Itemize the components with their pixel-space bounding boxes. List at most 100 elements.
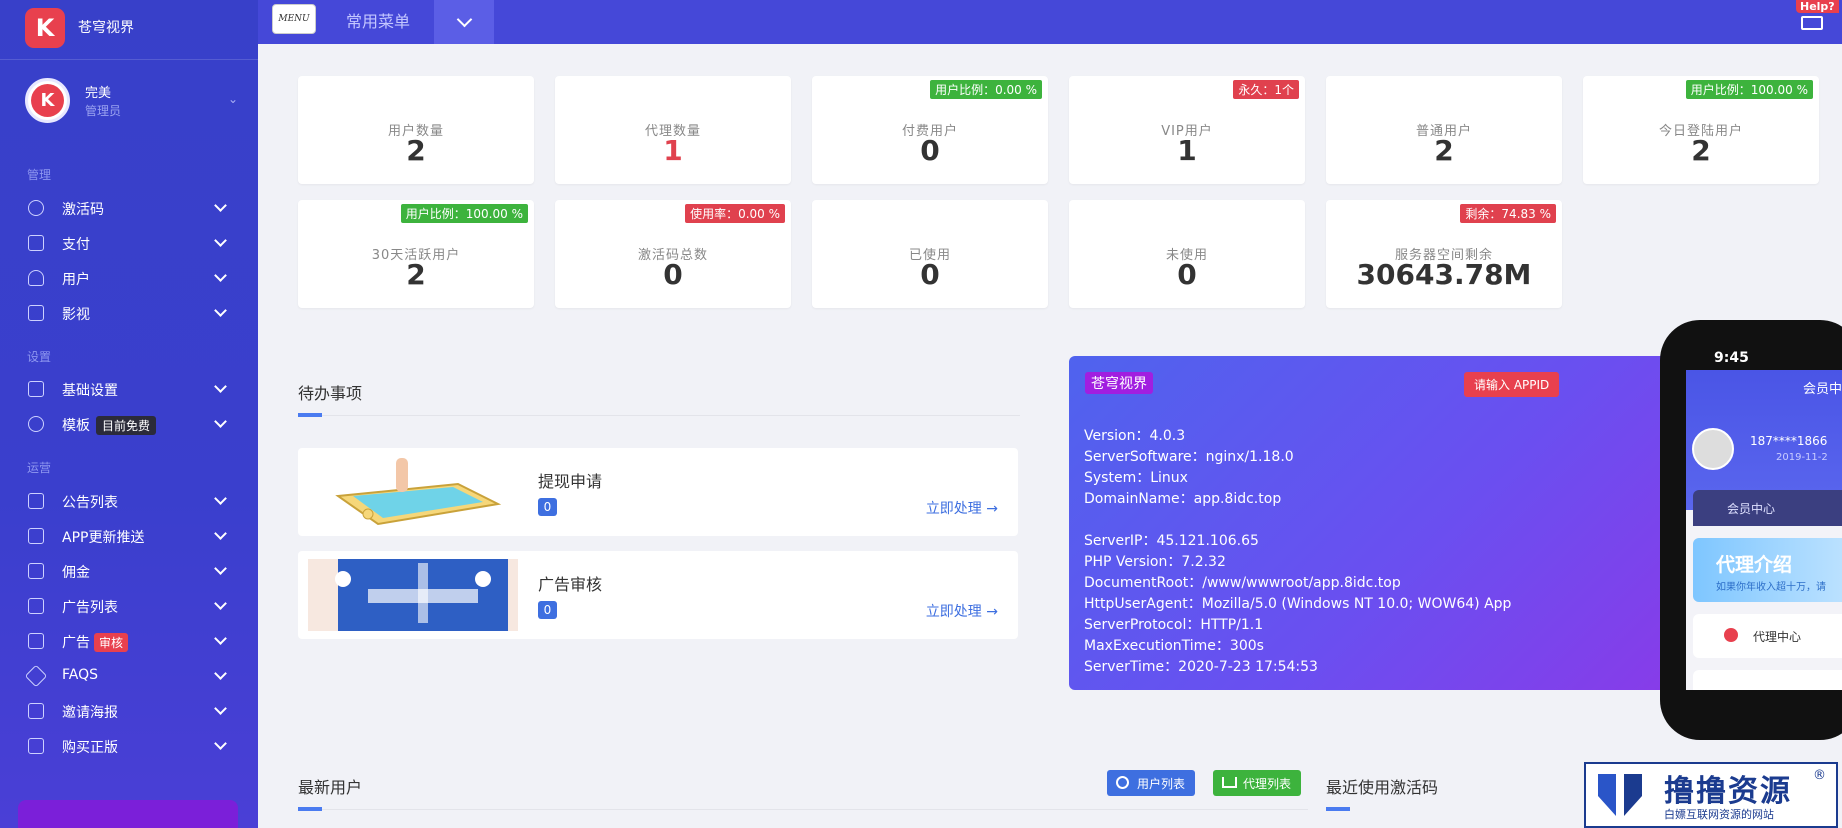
- sidebar-item-label: 模板: [62, 418, 90, 434]
- process-now-link[interactable]: 立即处理 →: [925, 604, 998, 620]
- common-menu-label[interactable]: 常用菜单: [346, 12, 411, 31]
- server-protocol: ServerProtocol：HTTP/1.1: [1084, 617, 1264, 633]
- server-document-root: DocumentRoot：/www/wwwroot/app.8idc.top: [1084, 575, 1401, 591]
- agent-list-button[interactable]: 代理列表: [1213, 770, 1302, 796]
- chevron-down-icon: [214, 199, 227, 212]
- sidebar-item-ad-list[interactable]: 广告列表: [0, 591, 258, 621]
- server-max-exec-time: MaxExecutionTime：300s: [1084, 638, 1264, 654]
- stat-label: 代理数量: [644, 124, 701, 139]
- agent-icon: [1724, 628, 1738, 642]
- sidebar-item-templates[interactable]: 模板 目前免费: [0, 409, 258, 439]
- sidebar-item-movies[interactable]: 影视: [0, 298, 258, 328]
- app-logo[interactable]: K: [25, 8, 65, 48]
- alarm-icon: [28, 633, 44, 649]
- enter-appid-button[interactable]: 请输入 APPID: [1464, 372, 1560, 397]
- stat-card-today-login: 用户比例：100.00 % 今日登陆用户 2: [1583, 76, 1819, 184]
- stat-value: 2: [406, 258, 426, 291]
- chevron-down-icon: [214, 380, 227, 393]
- sidebar-item-basic-settings[interactable]: 基础设置: [0, 374, 258, 404]
- stat-badge: 使用率：0.00 %: [685, 204, 785, 223]
- server-time: ServerTime：2020-7-23 17:54:53: [1084, 659, 1318, 675]
- section-ops: 运营: [27, 461, 52, 475]
- sidebar-item-label: APP更新推送: [62, 530, 145, 546]
- user-list-label: 用户列表: [1137, 777, 1186, 791]
- section-manage: 管理: [27, 168, 52, 182]
- chevron-down-icon: [214, 492, 227, 505]
- sidebar-item-invite-poster[interactable]: 邀请海报: [0, 696, 258, 726]
- ad-review-illustration: [308, 559, 518, 631]
- watermark-registered: ®: [1813, 768, 1826, 783]
- user-name: 完美: [85, 86, 112, 101]
- stat-card-normal-users: 普通用户 2: [1326, 76, 1562, 184]
- recent-codes-title: 最近使用激活码: [1326, 778, 1439, 797]
- sidebar-item-label: 购买正版: [62, 740, 118, 756]
- agent-list-label: 代理列表: [1243, 777, 1292, 791]
- process-now-link[interactable]: 立即处理 →: [925, 501, 998, 517]
- chevron-down-icon: [214, 234, 227, 247]
- chevron-down-icon: [214, 632, 227, 645]
- stat-card-vip-users: 永久：1个 VIP用户 1: [1069, 76, 1305, 184]
- latest-users-divider: [298, 809, 1308, 810]
- server-system: System：Linux: [1084, 470, 1188, 486]
- stat-label: 用户数量: [387, 124, 444, 139]
- chevron-down-icon: [456, 11, 472, 27]
- withdraw-illustration: [335, 458, 502, 526]
- stat-label: 服务器空间剩余: [1394, 248, 1493, 263]
- phone-agent-title: 代理介绍: [1716, 554, 1793, 576]
- sidebar-item-users[interactable]: 用户: [0, 263, 258, 293]
- phone-row: [1693, 670, 1842, 690]
- menu-icon[interactable]: MENU: [272, 4, 316, 34]
- stat-badge: 用户比例：100.00 %: [400, 204, 528, 223]
- stat-card-disk-free: 剩余：74.83 % 服务器空间剩余 30643.78M: [1326, 200, 1562, 308]
- sidebar-item-announcements[interactable]: 公告列表: [0, 486, 258, 516]
- phone-date: 2019-11-2: [1776, 452, 1828, 463]
- todo-count-badge: 0: [538, 601, 557, 619]
- stat-label: 今日登陆用户: [1658, 124, 1743, 139]
- sidebar-item-ads[interactable]: 广告 审核: [0, 626, 258, 656]
- sidebar-item-label: 佣金: [62, 565, 90, 581]
- chevron-down-icon: [214, 737, 227, 750]
- server-version: Version：4.0.3: [1084, 428, 1186, 444]
- watermark-title: 撸撸资源: [1664, 774, 1792, 809]
- sidebar-item-label: 广告列表: [62, 600, 118, 616]
- stat-badge: 永久：1个: [1233, 80, 1299, 99]
- sidebar-item-label: 影视: [62, 307, 90, 323]
- avatar[interactable]: K: [25, 78, 70, 123]
- chevron-down-icon: [214, 527, 227, 540]
- help-badge[interactable]: Help?: [1796, 0, 1839, 13]
- sidebar-item-faqs[interactable]: FAQS: [0, 661, 258, 691]
- latest-users-accent: [298, 807, 322, 811]
- image-icon: [28, 738, 44, 754]
- todo-count-badge: 0: [538, 498, 557, 516]
- phone-agent-center: 代理中心: [1693, 614, 1842, 658]
- stat-card-code-total: 使用率：0.00 % 激活码总数 0: [555, 200, 791, 308]
- sidebar-item-app-update[interactable]: APP更新推送: [0, 521, 258, 551]
- sidebar-item-label: 用户: [62, 272, 90, 288]
- chevron-down-icon: [214, 702, 227, 715]
- phone-title: 会员中: [1803, 382, 1842, 397]
- chevron-down-icon: [214, 667, 227, 680]
- sidebar-item-activation-code[interactable]: 激活码: [0, 193, 258, 223]
- wallet-icon: [28, 235, 44, 251]
- stat-card-paid-users: 用户比例：0.00 % 付费用户 0: [812, 76, 1048, 184]
- sidebar-item-label: 支付: [62, 237, 90, 253]
- server-ip: ServerIP：45.121.106.65: [1084, 533, 1259, 549]
- sidebar-item-payment[interactable]: 支付: [0, 228, 258, 258]
- layout-icon: [28, 381, 44, 397]
- sidebar-item-label: 基础设置: [62, 383, 118, 399]
- sidebar-item-commission[interactable]: 佣金: [0, 556, 258, 586]
- review-tag: 审核: [94, 633, 129, 652]
- chevron-down-icon[interactable]: ⌄: [228, 92, 239, 106]
- stat-value: 1: [1177, 134, 1197, 167]
- user-role: 管理员: [85, 104, 122, 118]
- chat-icon[interactable]: [1801, 16, 1823, 30]
- server-domain: DomainName：app.8idc.top: [1084, 491, 1282, 507]
- todo-withdraw: 提现申请 0 立即处理 →: [298, 448, 1018, 536]
- server-software: ServerSoftware：nginx/1.18.0: [1084, 449, 1294, 465]
- crown-icon: [1222, 777, 1237, 788]
- stat-value: 2: [1691, 134, 1711, 167]
- stat-label: 普通用户: [1415, 124, 1472, 139]
- users-icon: [28, 270, 44, 286]
- common-menu-dropdown[interactable]: [434, 0, 494, 44]
- sidebar-item-buy-license[interactable]: 购买正版: [0, 731, 258, 761]
